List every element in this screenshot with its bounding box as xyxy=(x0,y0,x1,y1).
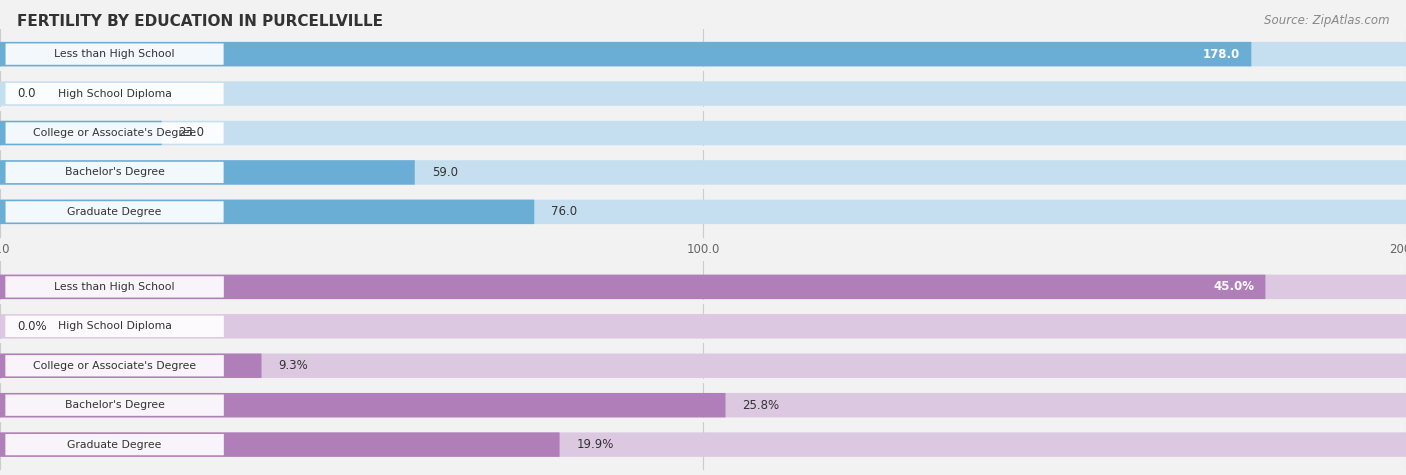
Text: 45.0%: 45.0% xyxy=(1213,280,1254,294)
FancyBboxPatch shape xyxy=(6,316,224,337)
Text: Less than High School: Less than High School xyxy=(55,49,174,59)
Text: Bachelor's Degree: Bachelor's Degree xyxy=(65,400,165,410)
Text: Graduate Degree: Graduate Degree xyxy=(67,440,162,450)
FancyBboxPatch shape xyxy=(0,275,1406,299)
Text: High School Diploma: High School Diploma xyxy=(58,321,172,332)
Text: FERTILITY BY EDUCATION IN PURCELLVILLE: FERTILITY BY EDUCATION IN PURCELLVILLE xyxy=(17,14,382,29)
FancyBboxPatch shape xyxy=(0,160,1406,185)
FancyBboxPatch shape xyxy=(0,42,1251,66)
Text: 23.0: 23.0 xyxy=(179,126,204,140)
FancyBboxPatch shape xyxy=(6,355,224,376)
FancyBboxPatch shape xyxy=(0,275,1265,299)
FancyBboxPatch shape xyxy=(0,42,1406,66)
FancyBboxPatch shape xyxy=(0,353,262,378)
Text: Source: ZipAtlas.com: Source: ZipAtlas.com xyxy=(1264,14,1389,27)
Text: College or Associate's Degree: College or Associate's Degree xyxy=(32,361,197,371)
Text: Graduate Degree: Graduate Degree xyxy=(67,207,162,217)
Text: 0.0%: 0.0% xyxy=(17,320,46,333)
Text: High School Diploma: High School Diploma xyxy=(58,88,172,99)
FancyBboxPatch shape xyxy=(0,160,415,185)
FancyBboxPatch shape xyxy=(6,201,224,222)
Text: 76.0: 76.0 xyxy=(551,205,578,218)
Text: 0.0: 0.0 xyxy=(17,87,35,100)
FancyBboxPatch shape xyxy=(6,44,224,65)
Text: 25.8%: 25.8% xyxy=(742,399,779,412)
Text: 19.9%: 19.9% xyxy=(576,438,614,451)
FancyBboxPatch shape xyxy=(0,432,560,457)
FancyBboxPatch shape xyxy=(0,200,1406,224)
FancyBboxPatch shape xyxy=(0,432,1406,457)
Text: College or Associate's Degree: College or Associate's Degree xyxy=(32,128,197,138)
FancyBboxPatch shape xyxy=(6,123,224,143)
FancyBboxPatch shape xyxy=(6,395,224,416)
FancyBboxPatch shape xyxy=(0,393,1406,418)
Text: 59.0: 59.0 xyxy=(432,166,457,179)
FancyBboxPatch shape xyxy=(6,276,224,297)
FancyBboxPatch shape xyxy=(0,393,725,418)
Text: 178.0: 178.0 xyxy=(1204,48,1240,61)
FancyBboxPatch shape xyxy=(0,121,1406,145)
FancyBboxPatch shape xyxy=(0,314,1406,339)
Text: Bachelor's Degree: Bachelor's Degree xyxy=(65,167,165,178)
FancyBboxPatch shape xyxy=(6,162,224,183)
FancyBboxPatch shape xyxy=(0,121,162,145)
FancyBboxPatch shape xyxy=(6,83,224,104)
FancyBboxPatch shape xyxy=(0,200,534,224)
Text: Less than High School: Less than High School xyxy=(55,282,174,292)
FancyBboxPatch shape xyxy=(6,434,224,455)
FancyBboxPatch shape xyxy=(0,353,1406,378)
Text: 9.3%: 9.3% xyxy=(278,359,308,372)
FancyBboxPatch shape xyxy=(0,81,1406,106)
